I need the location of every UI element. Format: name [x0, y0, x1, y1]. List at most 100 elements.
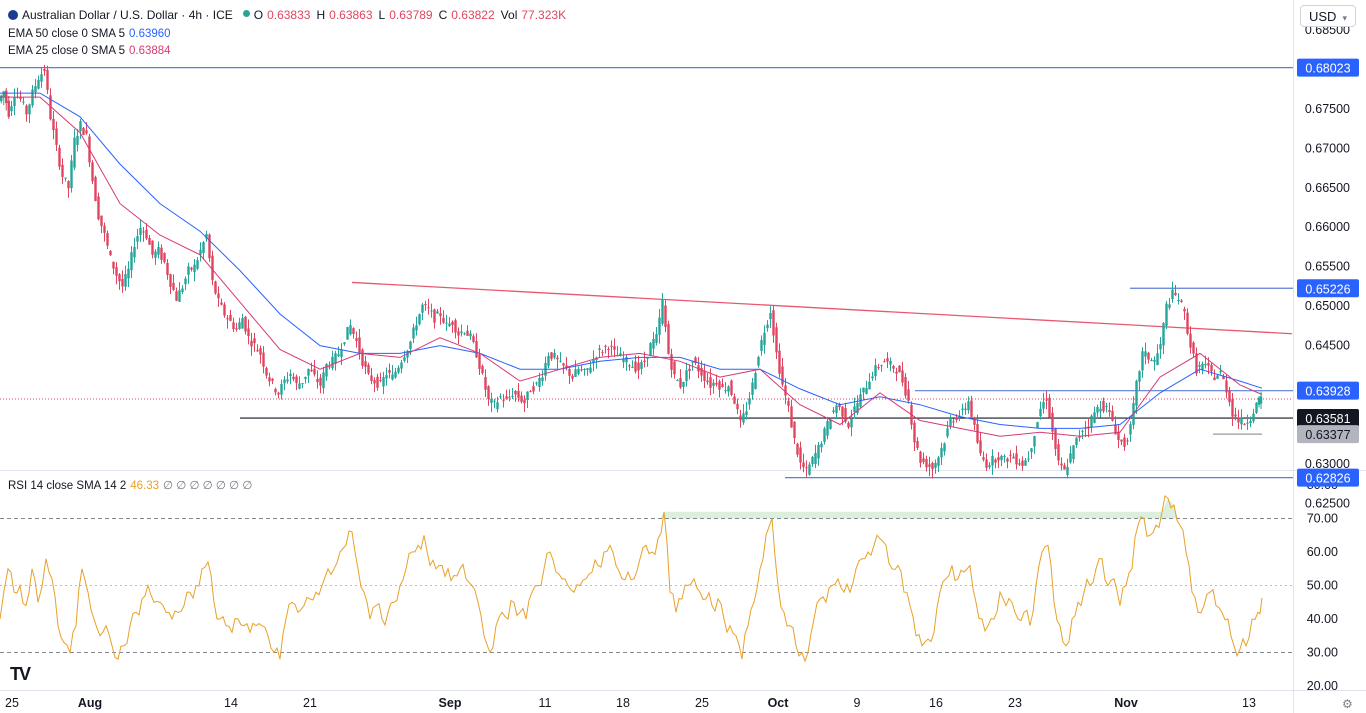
australia-flag-icon: [8, 10, 18, 20]
currency-label: USD: [1309, 9, 1337, 24]
candle-body: [1123, 437, 1126, 447]
candle-body: [1105, 406, 1108, 408]
candle-body: [1060, 463, 1063, 466]
candle-body: [901, 370, 904, 383]
candle-body: [646, 357, 649, 359]
candle-body: [352, 328, 355, 334]
gear-icon[interactable]: ⚙: [1342, 697, 1353, 711]
time-tick-label: 14: [224, 696, 238, 710]
candle-body: [1255, 402, 1258, 413]
candle-body: [286, 379, 289, 382]
currency-selector[interactable]: USD ▾: [1300, 5, 1356, 27]
candle-body: [652, 339, 655, 349]
candle-body: [634, 361, 637, 372]
rsi-tick-label: 50.00: [1307, 579, 1338, 593]
candle-body: [196, 260, 199, 269]
time-tick-label: Nov: [1114, 696, 1138, 710]
level-price-tag: [1297, 425, 1359, 444]
candle-body: [970, 400, 973, 417]
candle-body: [403, 357, 406, 361]
candle-body: [1246, 422, 1249, 424]
symbol-title[interactable]: Australian Dollar / U.S. Dollar · 4h · I…: [22, 8, 233, 22]
candle-body: [1234, 414, 1237, 417]
candle-body: [226, 318, 229, 320]
candle-body: [820, 443, 823, 448]
rsi-legend[interactable]: RSI 14 close SMA 14 2 46.33 ∅ ∅ ∅ ∅ ∅ ∅ ∅: [8, 478, 256, 492]
candle-body: [1003, 455, 1006, 457]
candle-body: [259, 348, 262, 355]
candle-body: [784, 385, 787, 396]
rsi-empty-values: ∅ ∅ ∅ ∅ ∅ ∅ ∅: [163, 480, 253, 492]
ohlc-open-label: O: [253, 8, 264, 22]
candle-body: [472, 336, 475, 343]
candle-body: [982, 457, 985, 460]
candle-body: [169, 274, 172, 287]
candle-body: [370, 375, 373, 382]
candle-body: [70, 160, 73, 189]
candle-body: [118, 274, 121, 282]
candle-body: [664, 305, 667, 328]
tradingview-logo[interactable]: TV: [10, 664, 31, 684]
candle-body: [679, 378, 682, 388]
candle-body: [322, 372, 325, 389]
candle-body: [304, 376, 307, 379]
candle-body: [277, 392, 280, 395]
candle-body: [1063, 465, 1066, 470]
candle-body: [112, 261, 115, 269]
candle-body: [856, 402, 859, 414]
candle-body: [187, 266, 190, 275]
candle-body: [589, 367, 592, 373]
time-tick-label: 23: [1008, 696, 1022, 710]
candle-body: [1069, 453, 1072, 463]
candle-body: [1081, 430, 1084, 432]
candle-body: [532, 386, 535, 392]
candle-body: [649, 343, 652, 356]
candle-body: [1198, 365, 1201, 367]
candle-body: [1030, 448, 1033, 452]
candle-body: [136, 236, 139, 242]
candle-body: [157, 247, 160, 255]
candle-body: [1249, 420, 1252, 424]
candle-body: [886, 358, 889, 362]
candle-body: [1168, 304, 1171, 308]
candle-body: [1141, 351, 1144, 371]
level-price-label: 0.65226: [1305, 282, 1350, 296]
candle-body: [292, 376, 295, 380]
candle-body: [568, 369, 571, 376]
candle-body: [85, 130, 88, 134]
candle-body: [922, 458, 925, 462]
candle-body: [601, 351, 604, 353]
ohlc-low-value: 0.63789: [389, 8, 433, 22]
candle-body: [778, 350, 781, 374]
candle-body: [418, 314, 421, 325]
time-tick-label: 9: [854, 696, 861, 710]
candle-body: [835, 405, 838, 414]
candle-body: [643, 360, 646, 363]
candle-body: [1078, 435, 1081, 438]
candle-body: [808, 464, 811, 475]
candle-body: [445, 322, 448, 324]
candle-body: [1213, 377, 1216, 381]
candle-body: [475, 341, 478, 358]
candle-body: [1057, 444, 1060, 461]
candle-body: [412, 327, 415, 339]
ema50-legend[interactable]: EMA 50 close 0 SMA 5 0.63960: [8, 28, 175, 40]
candle-body: [598, 348, 601, 350]
candle-body: [814, 452, 817, 465]
time-tick-label: Oct: [768, 696, 790, 710]
candle-body: [514, 390, 517, 395]
ema25-legend[interactable]: EMA 25 close 0 SMA 5 0.63884: [8, 45, 175, 57]
candle-body: [583, 369, 586, 371]
price-tick-label: 0.67500: [1305, 102, 1350, 116]
time-tick-label: 16: [929, 696, 943, 710]
candle-body: [1159, 344, 1162, 350]
candle-body: [907, 389, 910, 401]
candle-body: [208, 234, 211, 259]
candle-body: [271, 378, 274, 381]
rsi-tick-label: 60.00: [1307, 545, 1338, 559]
candle-body: [178, 290, 181, 302]
time-tick-label: 11: [539, 696, 552, 710]
candle-body: [553, 353, 556, 358]
candle-body: [190, 267, 193, 270]
